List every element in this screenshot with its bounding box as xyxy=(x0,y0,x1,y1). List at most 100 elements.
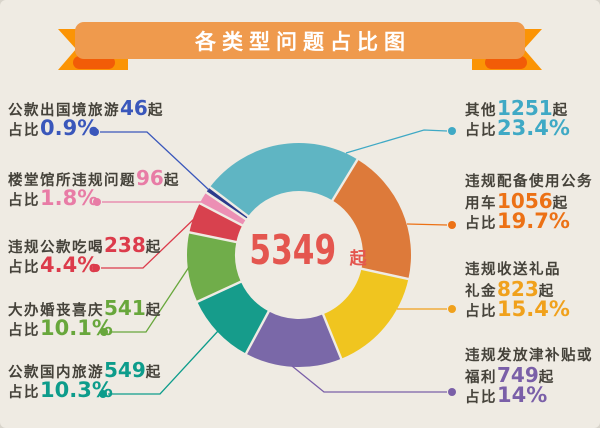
connector-dot-5 xyxy=(99,390,107,398)
callout-label-line: 楼堂馆所违规问题96起 xyxy=(8,166,180,190)
callout-text: 占比 xyxy=(8,385,40,401)
callout-text: 起 xyxy=(163,173,180,189)
callout-text: 福利 xyxy=(465,370,497,386)
donut-slice-1 xyxy=(209,142,358,217)
callout-text: 楼堂馆所违规问题 xyxy=(8,173,136,189)
slice-separator xyxy=(244,309,271,356)
callout-text: 大办婚丧喜庆 xyxy=(8,303,104,319)
callout-value: 823 xyxy=(497,277,539,301)
callout-label-right-3: 违规发放津补贴或 福利749起占比14% xyxy=(465,345,593,407)
ribbon-main xyxy=(75,22,525,59)
slice-separator xyxy=(203,190,249,222)
callout-label-left-0: 公款出国境旅游46起 占比0.9% xyxy=(8,98,164,139)
callout-label-left-2: 违规公款吃喝238起 占比4.4% xyxy=(8,233,162,277)
donut-slice-0 xyxy=(206,187,249,220)
callout-value: 14% xyxy=(497,383,548,407)
connector-line-2 xyxy=(406,223,448,226)
slice-separator xyxy=(194,279,244,304)
connector-dot-1 xyxy=(448,127,456,135)
callout-label-line: 占比15.4% xyxy=(465,297,570,321)
callout-label-line: 占比19.7% xyxy=(465,209,593,233)
callout-text: 违规收送礼品 xyxy=(465,262,561,278)
slice-separator xyxy=(359,267,411,281)
connector-dot-0 xyxy=(91,128,99,136)
page-title: 各类型问题占比图 xyxy=(195,29,411,54)
callout-label-line: 用车1056起 xyxy=(465,189,593,213)
slice-separator xyxy=(207,185,251,219)
callout-connectors xyxy=(91,127,456,398)
donut-slice-2 xyxy=(332,159,412,280)
callout-text: 公款国内旅游 xyxy=(8,365,104,381)
connector-dot-4 xyxy=(448,388,456,396)
callout-value: 10.1% xyxy=(40,316,113,340)
slice-separator xyxy=(197,201,245,228)
callout-text: 起 xyxy=(552,103,569,119)
total-count-unit: 起 xyxy=(349,249,367,269)
callout-value: 15.4% xyxy=(497,297,570,321)
callout-label-line: 违规收送礼品 xyxy=(465,259,570,279)
callout-label-line: 违规发放津补贴或 xyxy=(465,345,593,365)
callout-text: 占比 xyxy=(465,123,497,139)
ribbon-fold-left xyxy=(73,56,115,69)
donut-slice-7 xyxy=(189,203,243,243)
title-ribbon xyxy=(58,22,542,70)
connector-line-7 xyxy=(101,217,196,269)
connector-line-1 xyxy=(345,129,448,154)
callout-text: 占比 xyxy=(8,123,40,139)
connector-line-0 xyxy=(100,131,210,191)
connector-line-5 xyxy=(108,330,219,395)
callout-text: 占比 xyxy=(8,193,40,209)
callout-text: 占比 xyxy=(8,323,40,339)
callout-label-line: 占比4.4% xyxy=(8,253,162,277)
callout-label-left-1: 楼堂馆所违规问题96起 占比1.8% xyxy=(8,166,180,210)
callout-value: 541 xyxy=(104,296,146,320)
connector-line-6 xyxy=(109,266,190,333)
callout-label-line: 礼金823起 xyxy=(465,277,570,301)
callout-text: 起 xyxy=(552,196,569,212)
slice-separator xyxy=(187,230,239,244)
callout-text: 占比 xyxy=(465,304,497,320)
slice-separator xyxy=(321,311,344,362)
connector-dot-7 xyxy=(92,264,100,272)
callout-value: 238 xyxy=(104,233,146,257)
callout-label-line: 福利749起 xyxy=(465,363,593,387)
callout-label-right-1: 违规配备使用公务 用车1056起 占比19.7% xyxy=(465,171,593,233)
callout-value: 96 xyxy=(136,166,164,190)
callout-value: 10.3% xyxy=(40,378,113,402)
callout-text: 起 xyxy=(147,103,164,119)
callout-label-right-2: 违规收送礼品 礼金823起 占比15.4% xyxy=(465,259,570,321)
callout-label-line: 其他1251起 xyxy=(465,98,570,119)
callout-text: 违规发放津补贴或 xyxy=(465,348,593,364)
callout-text: 起 xyxy=(145,365,162,381)
donut-slice-6 xyxy=(187,232,241,302)
callout-value: 4.4% xyxy=(40,253,99,277)
callout-text: 占比 xyxy=(465,390,497,406)
callout-value: 23.4% xyxy=(497,116,570,140)
callout-label-right-0: 其他1251起占比23.4% xyxy=(465,98,570,140)
callout-label-left-3: 大办婚丧喜庆541起占比10.1% xyxy=(8,296,162,340)
donut-slice-3 xyxy=(323,268,409,359)
callout-text: 占比 xyxy=(465,216,497,232)
callout-text: 公款出国境旅游 xyxy=(8,103,120,119)
callout-label-line: 占比1.8% xyxy=(8,186,180,210)
callout-text: 起 xyxy=(538,284,555,300)
connector-dot-3 xyxy=(448,305,456,313)
total-count-value: 5349 xyxy=(249,226,337,274)
callout-value: 1.8% xyxy=(40,186,99,210)
callout-text: 起 xyxy=(538,370,555,386)
callout-text: 用车 xyxy=(465,196,497,212)
callout-value: 1056 xyxy=(497,189,553,213)
callout-label-line: 公款出国境旅游46起 xyxy=(8,98,164,119)
donut-slice-5 xyxy=(197,281,269,354)
callout-label-line: 公款国内旅游549起 xyxy=(8,360,162,381)
connector-dot-8 xyxy=(93,198,101,206)
callout-label-line: 大办婚丧喜庆541起 xyxy=(8,296,162,320)
callout-value: 19.7% xyxy=(497,209,570,233)
callout-text: 礼金 xyxy=(465,284,497,300)
callout-value: 749 xyxy=(497,363,539,387)
slice-separator xyxy=(330,157,360,203)
connector-dot-2 xyxy=(448,221,456,229)
center-total: 5349 起 xyxy=(236,226,367,278)
